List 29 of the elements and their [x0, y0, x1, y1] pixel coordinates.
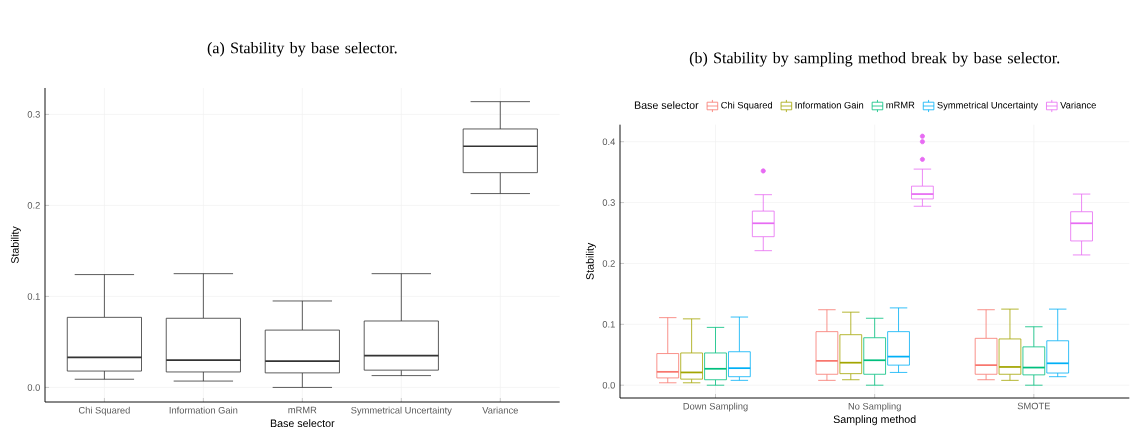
x-tick-label: Down Sampling — [683, 402, 748, 412]
y-tick-label: 0.1 — [602, 321, 615, 328]
chart-title: (b) Stability by sampling method break by base selector. — [689, 52, 1060, 67]
y-tick-label: 0.0 — [602, 381, 615, 389]
x-tick-label: SMOTE — [1017, 402, 1051, 410]
y-tick-label: 0.2 — [602, 260, 615, 267]
x-tick-label: Information Gain — [169, 406, 238, 414]
x-tick-label: Symmetrical Uncertainty — [351, 406, 452, 416]
y-tick-label: 0.0 — [27, 384, 40, 391]
x-tick-label: Chi Squared — [78, 406, 130, 416]
legend-label: Variance — [1060, 101, 1096, 109]
chart-title: (a) Stability by base selector. — [207, 42, 397, 57]
y-tick-label: 0.3 — [27, 111, 40, 118]
legend-title: Base selector — [634, 101, 699, 109]
y-tick-label: 0.2 — [27, 202, 40, 209]
legend-label: Information Gain — [795, 101, 864, 109]
legend-label: Symmetrical Uncertainty — [937, 101, 1039, 111]
y-tick-label: 0.4 — [602, 138, 616, 146]
y-axis-title: Stability — [10, 226, 21, 264]
legend-label: mRMR — [886, 101, 915, 109]
y-tick-label: 0.1 — [27, 293, 40, 300]
y-axis-title: Stability — [585, 242, 596, 280]
x-axis-title: Base selector — [270, 419, 335, 428]
x-tick-label: mRMR — [288, 406, 317, 414]
x-tick-label: No Sampling — [848, 402, 901, 412]
x-axis-title: Sampling method — [833, 415, 916, 426]
x-tick-label: Variance — [482, 406, 518, 414]
y-tick-label: 0.3 — [602, 199, 615, 206]
legend-label: Chi Squared — [721, 101, 773, 111]
